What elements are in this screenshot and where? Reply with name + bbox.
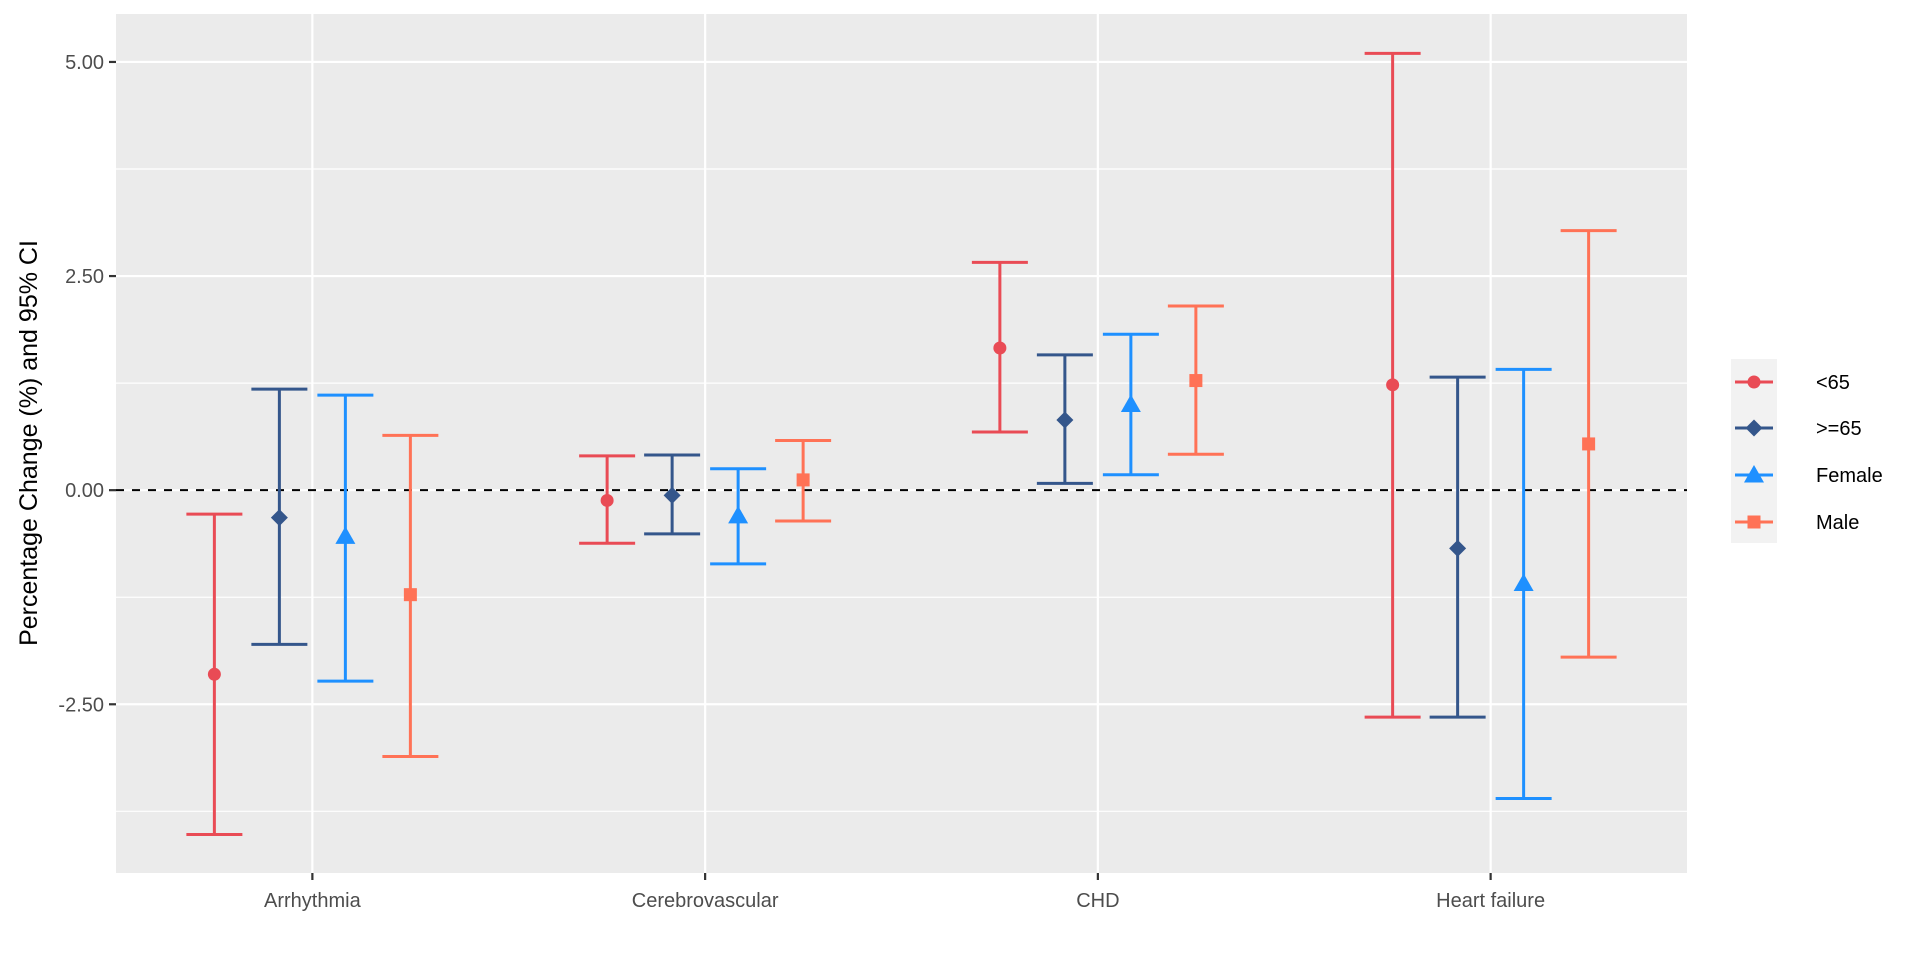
y-axis-title: Percentage Change (%) and 95% CI: [15, 240, 43, 646]
x-tick-label: CHD: [1076, 890, 1119, 912]
point-estimate: [207, 667, 221, 681]
x-tick-label: Arrhythmia: [264, 890, 362, 912]
y-axis: -2.50 0.00 2.50 5.00: [58, 52, 116, 716]
legend-key-background: [1731, 359, 1777, 543]
y-tick-label: 0.00: [65, 480, 104, 502]
point-estimate: [335, 526, 356, 544]
point-estimate: [993, 341, 1007, 355]
plot-panel: [116, 14, 1687, 873]
legend-item: Male: [1735, 512, 1859, 534]
legend-item: >=65: [1735, 418, 1862, 440]
point-estimate: [1513, 573, 1534, 592]
legend-label: >=65: [1816, 418, 1862, 440]
legend-item: <65: [1735, 372, 1850, 394]
legend: <65 >=65 Female Male: [1731, 359, 1883, 543]
series-triangle: [317, 332, 1552, 800]
series-circle: [186, 51, 1421, 836]
legend-key-diamond-icon: [1745, 419, 1763, 437]
y-tick-label: 5.00: [65, 52, 104, 74]
legend-label: Male: [1816, 512, 1859, 534]
error-bars: [186, 51, 1617, 836]
point-estimate: [728, 505, 749, 524]
series-square: [382, 229, 1617, 759]
point-estimate: [403, 588, 417, 602]
legend-item: Female: [1735, 465, 1883, 487]
point-estimate: [1120, 394, 1141, 413]
y-tick-label: 2.50: [65, 266, 104, 288]
x-tick-label: Heart failure: [1436, 890, 1545, 912]
point-estimate: [663, 486, 681, 504]
point-estimate: [1056, 411, 1074, 429]
point-estimate: [1582, 437, 1596, 451]
y-tick-label: -2.50: [58, 694, 104, 716]
minor-gridlines: [116, 168, 1687, 812]
point-estimate: [600, 493, 614, 507]
legend-key-square-icon: [1747, 515, 1761, 529]
point-estimate: [270, 509, 288, 527]
point-estimate: [1449, 539, 1467, 557]
point-estimate: [796, 473, 810, 487]
x-tick-label: Cerebrovascular: [632, 890, 779, 912]
legend-key-triangle-icon: [1744, 465, 1764, 483]
point-estimate: [1189, 374, 1203, 388]
legend-label: Female: [1816, 465, 1883, 487]
x-axis: Arrhythmia Cerebrovascular CHD Heart failur…: [264, 873, 1545, 912]
legend-label: <65: [1816, 372, 1850, 394]
series-diamond: [251, 353, 1486, 719]
point-estimate: [1386, 378, 1400, 392]
legend-key-circle-icon: [1747, 375, 1761, 389]
